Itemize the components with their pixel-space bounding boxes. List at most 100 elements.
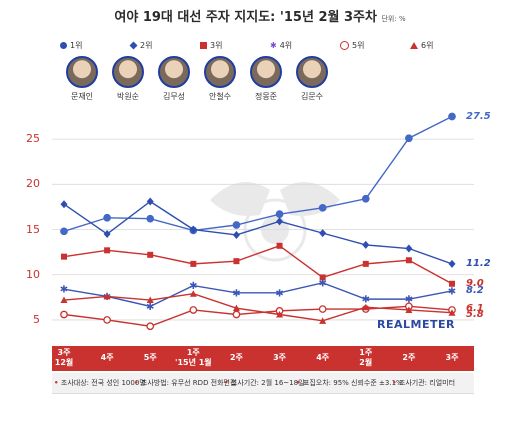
data-point: ✱ — [189, 281, 197, 292]
legend-label: 6위 — [421, 41, 434, 50]
data-point — [449, 280, 455, 287]
month-label: '15년 1월 — [175, 358, 212, 367]
data-point: ✱ — [405, 295, 413, 306]
y-tick-label: 25 — [26, 132, 40, 146]
portrait-image — [204, 56, 236, 88]
data-point — [146, 296, 154, 304]
y-tick-label: 10 — [26, 267, 40, 281]
series-line — [63, 200, 453, 265]
footnote: • 조사방법: 유무선 RDD 전화면접 — [134, 378, 236, 388]
bullet-icon: • — [54, 379, 61, 387]
footnote: • 조사대상: 전국 성인 1000명 — [54, 378, 146, 388]
data-point: ✱ — [275, 288, 283, 299]
data-point: ✱ — [448, 286, 456, 297]
candidate-name: 문재인 — [70, 92, 94, 101]
week-label: 3주 — [57, 348, 71, 357]
end-value-label: 5.8 — [466, 308, 484, 320]
unit-label: 단위: % — [381, 15, 406, 23]
data-point — [405, 244, 413, 253]
footnote-text: 조사기관: 리얼미터 — [398, 379, 456, 387]
footnote: • 조사기간: 2월 16~18일 — [224, 378, 305, 388]
data-point — [318, 203, 327, 212]
x-tick-label: 3주 — [250, 353, 310, 363]
data-point — [448, 112, 456, 121]
data-point — [232, 304, 240, 312]
week-label: 3주 — [273, 353, 287, 362]
candidate: 김무성 — [152, 56, 196, 102]
data-point — [60, 296, 68, 304]
x-tick-label: 1주 2월 — [336, 348, 396, 368]
legend: 1위 2위 3위 ✱ 4위 5위 6위 — [60, 40, 480, 54]
month-label: 2월 — [359, 358, 373, 367]
candidate-name: 박원순 — [116, 92, 140, 101]
candidate: 안철수 — [198, 56, 242, 102]
data-point — [319, 229, 327, 238]
series-line — [63, 245, 453, 285]
candidate-name: 정몽준 — [254, 92, 278, 101]
data-point — [104, 247, 111, 254]
chart-title: 여야 19대 대선 주자 지지도: '15년 2월 3주차 단위: % — [0, 6, 520, 25]
data-point — [146, 214, 155, 223]
portrait-image — [66, 56, 98, 88]
candidate-portraits: 문재인 박원순 김무성 안철수 정몽준 김문수 — [60, 56, 328, 106]
data-point — [189, 225, 197, 234]
end-value-label: 8.2 — [466, 284, 484, 296]
week-label: 3주 — [445, 353, 459, 362]
week-label: 1주 — [359, 348, 373, 357]
data-point: ✱ — [362, 295, 370, 306]
month-label: 12월 — [54, 358, 74, 367]
candidate-name: 김문수 — [300, 92, 324, 101]
triangle-marker-icon — [410, 42, 418, 49]
bullet-icon: • — [134, 379, 141, 387]
footnote: • 조사기관: 리얼미터 — [392, 378, 455, 388]
data-point — [405, 257, 412, 264]
data-point — [405, 306, 413, 313]
portrait-image — [296, 56, 328, 88]
legend-label: 2위 — [140, 41, 153, 50]
circle-marker-icon — [60, 42, 67, 49]
legend-item: 5위 — [340, 40, 364, 51]
data-point — [232, 310, 241, 319]
legend-item: 6위 — [410, 40, 433, 51]
week-label: 5주 — [143, 353, 157, 362]
data-point: ✱ — [146, 302, 154, 313]
x-axis-bar: 3주 12월 4주 5주 1주 '15년 1월 2주 3주 4주 1주 2월 2주 3주 — [52, 346, 474, 371]
footnote-text: 표집오차: 95% 신뢰수준 ±3.1% — [302, 379, 403, 387]
series-line — [63, 292, 453, 322]
legend-label: 5위 — [352, 41, 365, 50]
data-point — [361, 194, 370, 203]
data-point — [362, 303, 370, 311]
data-point — [103, 316, 111, 324]
legend-item: 2위 — [129, 40, 153, 51]
circle-open-marker-icon — [340, 41, 349, 50]
end-value-label: 11.2 — [466, 257, 491, 269]
portrait-image — [112, 56, 144, 88]
portrait-image — [250, 56, 282, 88]
end-value-label: 9.0 — [466, 277, 484, 289]
series-line — [63, 115, 453, 232]
footnote-text: 조사방법: 유무선 RDD 전화면접 — [140, 379, 237, 387]
week-label: 4주 — [100, 353, 114, 362]
data-point — [362, 240, 370, 249]
x-tick-label: 2주 — [379, 353, 439, 363]
data-point — [60, 200, 68, 209]
data-point — [319, 274, 326, 281]
y-tick-label: 20 — [26, 177, 40, 191]
data-point — [318, 305, 327, 313]
y-tick-label: 15 — [26, 222, 40, 236]
candidate: 김문수 — [290, 56, 334, 102]
data-point: ✱ — [60, 285, 68, 296]
data-point — [60, 227, 68, 236]
week-label: 1주 — [186, 348, 200, 357]
candidate: 박원순 — [106, 56, 150, 102]
square-marker-icon — [200, 42, 207, 49]
data-point: ✱ — [232, 288, 240, 299]
footnote: • 표집오차: 95% 신뢰수준 ±3.1% — [296, 378, 403, 388]
data-point — [147, 251, 154, 258]
data-point — [190, 260, 197, 267]
data-point — [103, 292, 111, 300]
series-line — [63, 305, 453, 327]
x-tick-label: 3주 12월 — [34, 348, 94, 368]
legend-item: 1위 — [60, 40, 82, 51]
data-point — [233, 258, 240, 265]
